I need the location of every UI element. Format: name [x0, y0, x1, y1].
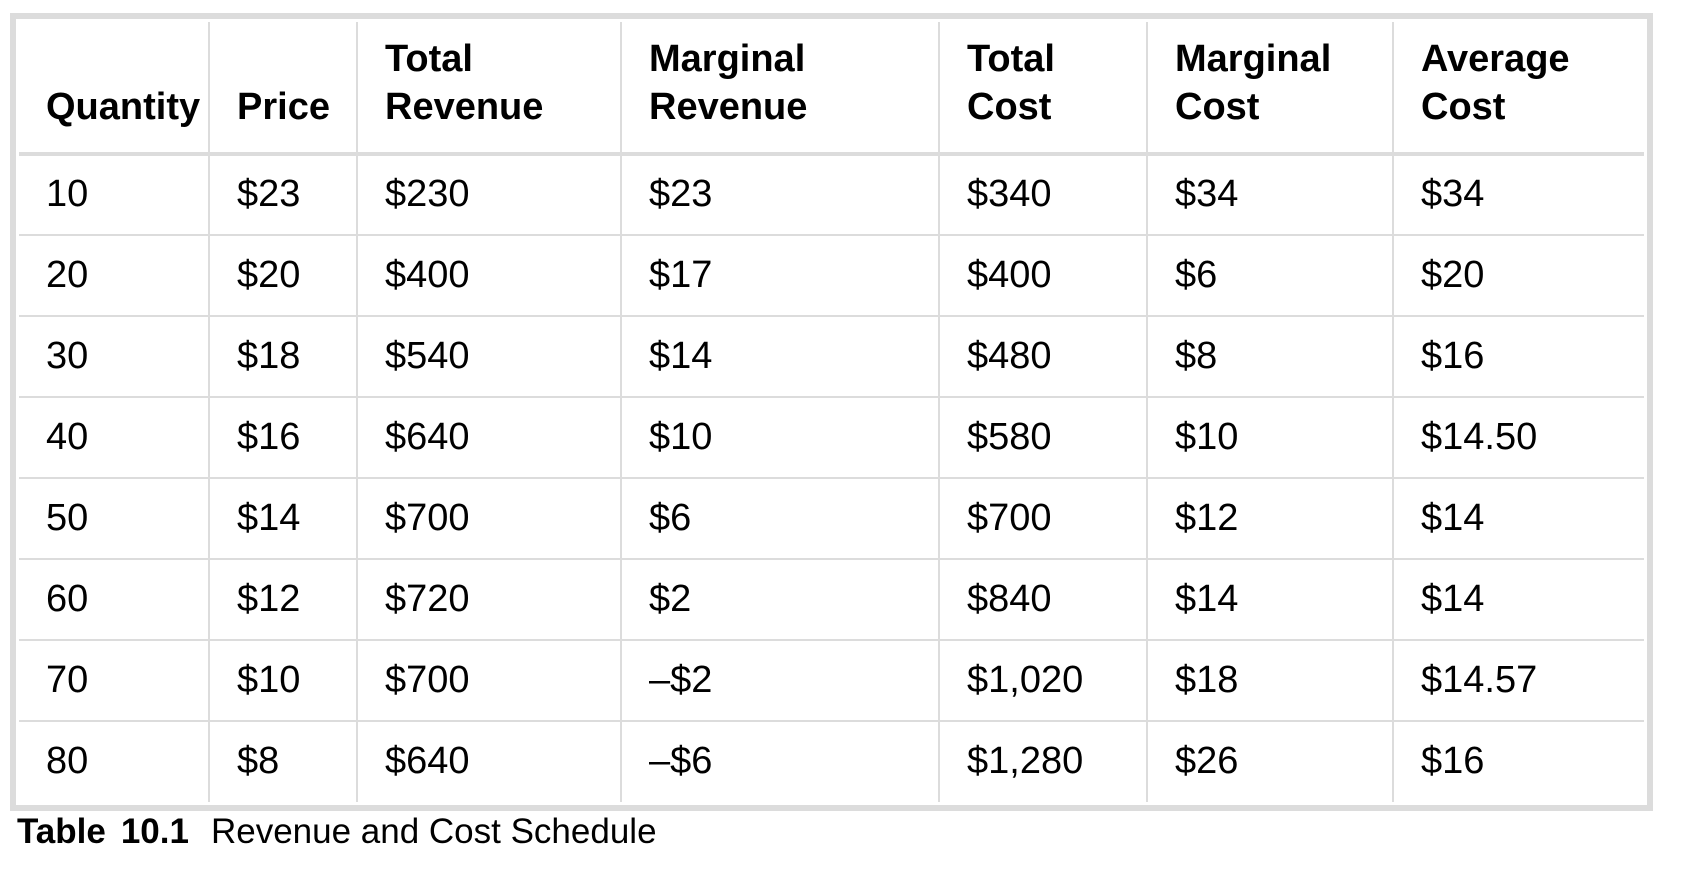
cell-average-cost: $16: [1392, 719, 1644, 802]
cell-marginal-cost: $10: [1146, 395, 1393, 478]
table-row: 10 $23 $230 $23 $340 $34 $34: [19, 152, 1644, 235]
cell-marginal-revenue: $10: [620, 395, 939, 478]
cell-marginal-revenue: $6: [620, 476, 939, 559]
cell-price: $12: [208, 557, 357, 640]
cell-price: $20: [208, 233, 357, 316]
cell-marginal-cost: $6: [1146, 233, 1393, 316]
cell-total-cost: $840: [938, 557, 1147, 640]
cell-total-revenue: $640: [356, 719, 621, 802]
cell-marginal-cost: $12: [1146, 476, 1393, 559]
column-header-total-cost: Total Cost: [938, 22, 1147, 156]
cell-total-cost: $580: [938, 395, 1147, 478]
cell-price: $16: [208, 395, 357, 478]
cell-total-revenue: $700: [356, 638, 621, 721]
cell-marginal-cost: $18: [1146, 638, 1393, 721]
cell-marginal-cost: $26: [1146, 719, 1393, 802]
column-header-quantity: Quantity: [19, 22, 209, 156]
cell-average-cost: $14: [1392, 476, 1644, 559]
cell-total-revenue: $700: [356, 476, 621, 559]
cell-average-cost: $16: [1392, 314, 1644, 397]
cell-average-cost: $34: [1392, 152, 1644, 235]
cell-quantity: 60: [19, 557, 209, 640]
cell-marginal-cost: $34: [1146, 152, 1393, 235]
cell-total-revenue: $720: [356, 557, 621, 640]
cell-average-cost: $14.57: [1392, 638, 1644, 721]
caption-title: Revenue and Cost Schedule: [210, 812, 657, 851]
table-row: 80 $8 $640 –$6 $1,280 $26 $16: [19, 719, 1644, 802]
cell-price: $18: [208, 314, 357, 397]
table-row: 40 $16 $640 $10 $580 $10 $14.50: [19, 395, 1644, 478]
cell-quantity: 40: [19, 395, 209, 478]
cell-marginal-revenue: $2: [620, 557, 939, 640]
table-header-row: Quantity Price Total Revenue Marginal Re…: [19, 22, 1644, 156]
table-row: 30 $18 $540 $14 $480 $8 $16: [19, 314, 1644, 397]
column-header-marginal-cost: Marginal Cost: [1146, 22, 1393, 156]
cell-total-cost: $700: [938, 476, 1147, 559]
column-header-marginal-revenue: Marginal Revenue: [620, 22, 939, 156]
column-header-average-cost: Average Cost: [1392, 22, 1644, 156]
cell-total-revenue: $230: [356, 152, 621, 235]
cell-average-cost: $20: [1392, 233, 1644, 316]
cell-marginal-revenue: $14: [620, 314, 939, 397]
cell-price: $8: [208, 719, 357, 802]
table-caption: Table 10.1 Revenue and Cost Schedule: [17, 812, 657, 852]
cell-quantity: 50: [19, 476, 209, 559]
cell-quantity: 80: [19, 719, 209, 802]
cell-marginal-revenue: –$2: [620, 638, 939, 721]
caption-number: 10.1: [120, 812, 189, 851]
cell-price: $23: [208, 152, 357, 235]
revenue-cost-table-frame: Quantity Price Total Revenue Marginal Re…: [10, 13, 1653, 811]
cell-price: $10: [208, 638, 357, 721]
cell-marginal-revenue: $23: [620, 152, 939, 235]
table-row: 20 $20 $400 $17 $400 $6 $20: [19, 233, 1644, 316]
cell-total-revenue: $540: [356, 314, 621, 397]
cell-quantity: 70: [19, 638, 209, 721]
cell-total-cost: $480: [938, 314, 1147, 397]
column-header-total-revenue: Total Revenue: [356, 22, 621, 156]
table-row: 70 $10 $700 –$2 $1,020 $18 $14.57: [19, 638, 1644, 721]
cell-marginal-cost: $8: [1146, 314, 1393, 397]
cell-quantity: 10: [19, 152, 209, 235]
column-header-price: Price: [208, 22, 357, 156]
cell-total-cost: $400: [938, 233, 1147, 316]
cell-total-cost: $340: [938, 152, 1147, 235]
cell-total-cost: $1,020: [938, 638, 1147, 721]
table-row: 60 $12 $720 $2 $840 $14 $14: [19, 557, 1644, 640]
cell-average-cost: $14: [1392, 557, 1644, 640]
table-row: 50 $14 $700 $6 $700 $12 $14: [19, 476, 1644, 559]
cell-average-cost: $14.50: [1392, 395, 1644, 478]
cell-total-cost: $1,280: [938, 719, 1147, 802]
revenue-cost-table: Quantity Price Total Revenue Marginal Re…: [19, 22, 1644, 802]
caption-label: Table: [17, 812, 106, 851]
cell-total-revenue: $400: [356, 233, 621, 316]
cell-marginal-revenue: –$6: [620, 719, 939, 802]
cell-price: $14: [208, 476, 357, 559]
cell-total-revenue: $640: [356, 395, 621, 478]
cell-marginal-revenue: $17: [620, 233, 939, 316]
cell-marginal-cost: $14: [1146, 557, 1393, 640]
cell-quantity: 20: [19, 233, 209, 316]
cell-quantity: 30: [19, 314, 209, 397]
